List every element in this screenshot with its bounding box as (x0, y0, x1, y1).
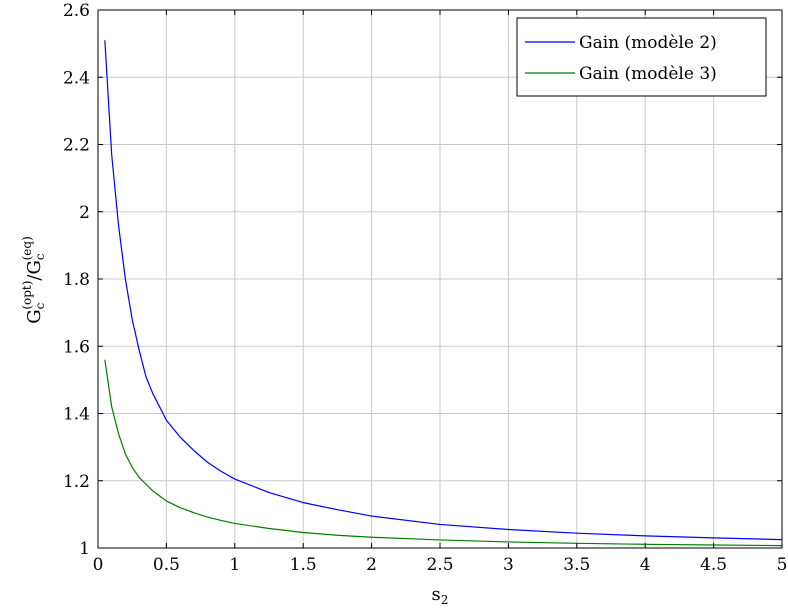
y-tick-labels: 1 1.2 1.4 1.6 1.8 2 2.2 2.4 2.6 (63, 1, 90, 559)
legend-entry: Gain (modèle 2) (579, 33, 717, 53)
x-tick-label: 5 (777, 555, 788, 575)
y-tick-label: 2.2 (63, 136, 90, 156)
x-tick-label: 1 (229, 555, 240, 575)
x-tick-label: 2 (366, 555, 377, 575)
x-tick-label: 3 (503, 555, 514, 575)
legend: Gain (modèle 2) Gain (modèle 3) (516, 17, 767, 97)
x-tick-label: 4.5 (700, 555, 727, 575)
x-axis-label-sub: 2 (441, 593, 449, 607)
y-tick-label: 1.2 (63, 472, 90, 492)
y-tick-label: 1 (79, 539, 90, 559)
series-line-2 (104, 359, 783, 547)
y-tick-label: 2 (79, 203, 90, 223)
x-tick-label: 0 (93, 555, 104, 575)
series-lines (104, 40, 783, 547)
y-tick-label: 2.4 (63, 68, 90, 88)
x-tick-labels: 0 0.5 1 1.5 2 2.5 3 3.5 4 4.5 5 (93, 555, 788, 575)
y-label-slash: / (24, 274, 45, 281)
x-tick-label: 0.5 (153, 555, 180, 575)
y-axis-label: Gc(opt)/Gc(eq) (20, 236, 47, 324)
y-label-base2: G (24, 260, 45, 274)
y-label-sup2: (eq) (20, 236, 34, 260)
x-tick-label: 4 (640, 555, 651, 575)
x-tick-label: 1.5 (290, 555, 317, 575)
y-label-base1: G (24, 309, 45, 323)
x-tick-label: 2.5 (426, 555, 453, 575)
y-tick-label: 1.6 (63, 337, 90, 357)
legend-box (516, 17, 767, 97)
y-tick-label: 1.4 (63, 405, 90, 425)
y-label-sub1: c (33, 302, 47, 309)
y-label-sub2: c (33, 253, 47, 260)
x-axis-label-base: s (432, 584, 441, 605)
y-tick-label: 2.6 (63, 1, 90, 21)
y-label-sup1: (opt) (20, 281, 34, 310)
legend-entry: Gain (modèle 3) (579, 64, 717, 84)
tick-marks (97, 9, 783, 549)
y-tick-label: 1.8 (63, 270, 90, 290)
series-line-1 (104, 40, 783, 541)
x-axis-label: s2 (432, 584, 449, 607)
x-tick-label: 3.5 (563, 555, 590, 575)
